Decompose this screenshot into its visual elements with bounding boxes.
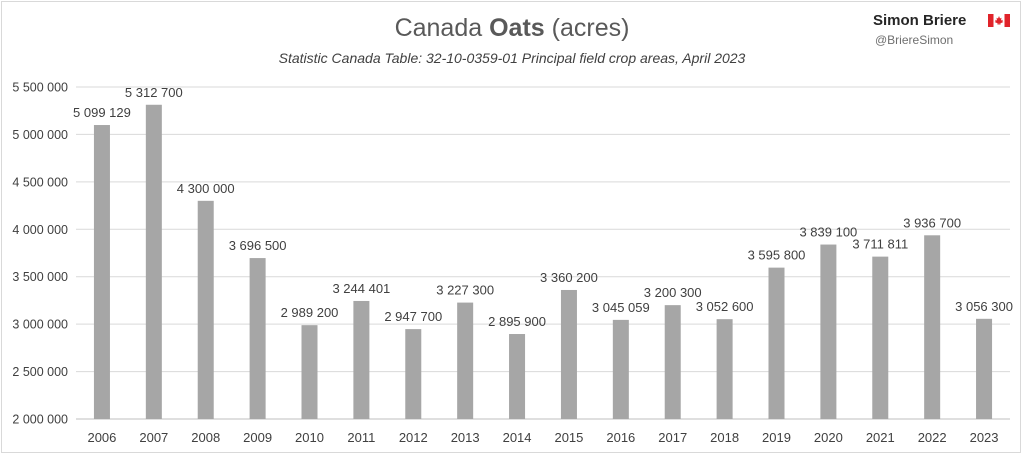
data-label-2015: 3 360 200: [540, 270, 598, 285]
y-tick-label: 4 500 000: [12, 175, 68, 189]
x-axis-ticks: 2006 2007 2008 2009 2010 2011 2012 2013 2014 2015…: [87, 430, 998, 445]
x-tick-label: 2015: [554, 430, 583, 445]
data-label-2006: 5 099 129: [73, 105, 131, 120]
data-labels: 5 099 129 5 312 700 4 300 000 3 696 500 2 98…: [73, 85, 1013, 329]
data-label-2017: 3 200 300: [644, 285, 702, 300]
x-tick-label: 2023: [970, 430, 999, 445]
x-tick-label: 2010: [295, 430, 324, 445]
x-tick-label: 2022: [918, 430, 947, 445]
bar-2015: [560, 289, 577, 419]
bar-2011: [353, 300, 370, 419]
author-name: Simon Briere: [873, 12, 967, 29]
bar-2020: [820, 244, 837, 419]
x-tick-label: 2017: [658, 430, 687, 445]
bar-2017: [664, 305, 681, 419]
y-tick-label: 5 000 000: [12, 128, 68, 142]
data-label-2022: 3 936 700: [903, 215, 961, 230]
y-tick-label: 2 500 000: [12, 365, 68, 379]
x-tick-label: 2008: [191, 430, 220, 445]
x-tick-label: 2013: [451, 430, 480, 445]
bar-2012: [405, 329, 422, 419]
x-tick-label: 2007: [139, 430, 168, 445]
bar-2018: [716, 319, 733, 419]
x-tick-label: 2021: [866, 430, 895, 445]
y-tick-label: 3 000 000: [12, 318, 68, 332]
bar-2022: [924, 235, 941, 419]
data-label-2011: 3 244 401: [332, 281, 390, 296]
data-label-2013: 3 227 300: [436, 283, 494, 298]
y-axis-ticks: 2 000 000 2 500 000 3 000 000 3 500 000 4 00…: [12, 81, 68, 427]
data-label-2008: 4 300 000: [177, 181, 235, 196]
chart-subtitle: Statistic Canada Table: 32-10-0359-01 Pr…: [278, 50, 746, 66]
x-tick-label: 2012: [399, 430, 428, 445]
x-tick-label: 2014: [503, 430, 532, 445]
y-tick-label: 5 500 000: [12, 81, 68, 95]
x-tick-label: 2011: [347, 430, 375, 445]
data-label-2018: 3 052 600: [696, 299, 754, 314]
bars: [93, 104, 993, 419]
chart-title-suffix: (acres): [544, 14, 630, 42]
bar-2016: [612, 319, 629, 419]
bar-2019: [768, 267, 785, 419]
bar-2023: [976, 318, 993, 419]
bar-2013: [457, 302, 474, 419]
x-tick-label: 2020: [814, 430, 843, 445]
y-tick-label: 2 000 000: [12, 413, 68, 427]
x-tick-label: 2009: [243, 430, 272, 445]
author-handle: @BriereSimon: [875, 33, 954, 47]
bar-2010: [301, 325, 318, 419]
data-label-2016: 3 045 059: [592, 300, 650, 315]
data-label-2020: 3 839 100: [799, 225, 857, 240]
bar-2009: [249, 258, 266, 419]
y-tick-label: 3 500 000: [12, 270, 68, 284]
data-label-2014: 2 895 900: [488, 314, 546, 329]
x-tick-label: 2006: [87, 430, 116, 445]
chart-title-prefix: Canada: [394, 14, 490, 42]
chart-title: Canada Oats (acres): [0, 14, 1024, 43]
bar-2008: [197, 200, 214, 419]
data-label-2021: 3 711 811: [852, 237, 908, 252]
bar-2006: [93, 125, 110, 419]
data-label-2023: 3 056 300: [955, 299, 1013, 314]
bar-2021: [872, 256, 889, 419]
x-tick-label: 2019: [762, 430, 791, 445]
x-tick-label: 2018: [710, 430, 739, 445]
x-tick-label: 2016: [606, 430, 635, 445]
data-label-2009: 3 696 500: [229, 238, 287, 253]
canada-flag-icon: [988, 14, 1010, 27]
data-label-2010: 2 989 200: [281, 305, 339, 320]
chart-title-bold: Oats: [489, 14, 545, 42]
bar-2014: [509, 334, 526, 419]
data-label-2007: 5 312 700: [125, 85, 183, 100]
y-tick-label: 4 000 000: [12, 223, 68, 237]
bar-2007: [145, 104, 162, 419]
data-label-2019: 3 595 800: [748, 248, 806, 263]
data-label-2012: 2 947 700: [384, 309, 442, 324]
grid-lines: [76, 86, 1010, 420]
